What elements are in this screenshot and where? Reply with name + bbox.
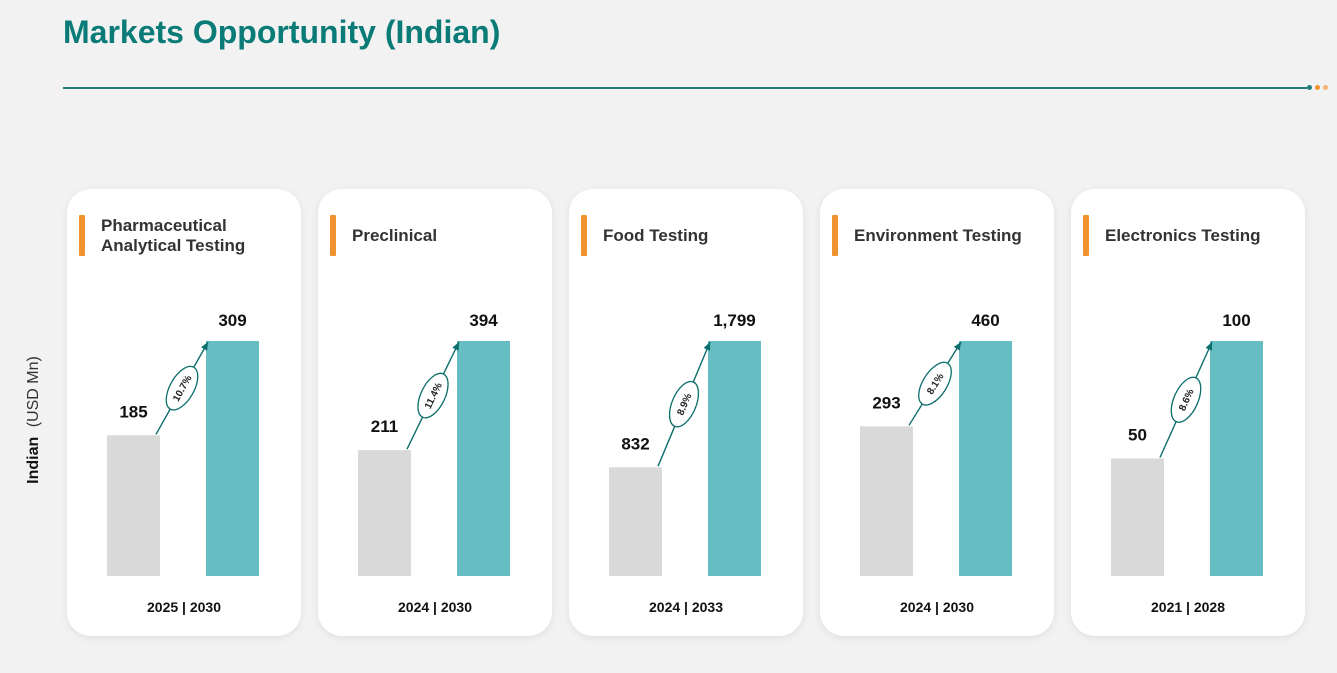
panel-title: Electronics Testing xyxy=(1105,225,1261,245)
period-label: 2024 | 2030 xyxy=(398,599,472,615)
cagr-badge: 10.7% xyxy=(165,365,199,411)
divider-dot xyxy=(1307,85,1312,90)
bar-base-year xyxy=(107,435,160,576)
bar-chart: 185 309 10.7% xyxy=(107,311,259,576)
panel-accent-bar xyxy=(832,215,838,256)
value-label-base: 211 xyxy=(371,417,398,436)
panel-accent-bar xyxy=(330,215,336,256)
title-divider xyxy=(63,87,1307,89)
divider-dot xyxy=(1323,85,1328,90)
cagr-badge: 8.6% xyxy=(1170,376,1202,423)
value-label-forecast: 460 xyxy=(971,311,999,330)
page-title: Markets Opportunity (Indian) xyxy=(63,14,501,50)
cagr-badge-outline xyxy=(918,361,952,406)
period-label: 2025 | 2030 xyxy=(147,599,221,615)
bar-base-year xyxy=(358,450,411,576)
growth-arrow-head xyxy=(452,342,459,351)
panel-title: Preclinical xyxy=(352,225,438,245)
value-label-base: 50 xyxy=(1128,426,1147,445)
bar-forecast-year xyxy=(708,341,761,576)
value-label-base: 293 xyxy=(872,393,900,412)
market-panel: Pharmaceutical Analytical Testing 185 309… xyxy=(67,189,301,636)
growth-arrow-head xyxy=(953,342,961,351)
bar-forecast-year xyxy=(457,341,510,576)
bar-chart: 293 460 8.1% xyxy=(860,311,1012,576)
growth-arrow-head xyxy=(1205,342,1212,351)
growth-arrow-head xyxy=(703,342,711,351)
cagr-badge: 11.4% xyxy=(417,372,449,419)
y-axis-label: Indian (USD Mn) xyxy=(25,356,43,484)
bar-chart: 832 1,799 8.9% xyxy=(609,311,761,576)
panel-accent-bar xyxy=(79,215,85,256)
cagr-badge-outline xyxy=(1170,376,1202,423)
market-panel: Food Testing 832 1,799 8.9% 2024 | 2033 xyxy=(569,189,803,636)
panel-accent-bar xyxy=(581,215,587,256)
cagr-badge: 8.9% xyxy=(668,380,700,428)
growth-arrow-head xyxy=(201,342,208,351)
value-label-base: 832 xyxy=(621,434,649,453)
value-label-forecast: 1,799 xyxy=(713,311,756,330)
bar-base-year xyxy=(1111,458,1164,576)
panel-title: Food Testing xyxy=(603,225,709,245)
market-panel: Electronics Testing 50 100 8.6% 2021 | 202… xyxy=(1071,189,1305,636)
cagr-badge-outline xyxy=(668,380,700,428)
market-panel: Preclinical 211 394 11.4% 2024 | 2030 xyxy=(318,189,552,636)
value-label-base: 185 xyxy=(119,402,147,421)
bar-base-year xyxy=(609,467,662,576)
bar-forecast-year xyxy=(1210,341,1263,576)
panel-title: Pharmaceutical Analytical Testing xyxy=(101,215,246,255)
period-label: 2024 | 2033 xyxy=(649,599,723,615)
y-axis-label-region: Indian xyxy=(25,436,42,484)
value-label-forecast: 309 xyxy=(218,311,246,330)
panel-title: Environment Testing xyxy=(854,225,1022,245)
cagr-badge: 8.1% xyxy=(918,361,952,406)
panel-accent-bar xyxy=(1083,215,1089,256)
value-label-forecast: 394 xyxy=(469,311,498,330)
market-panel: Environment Testing 293 460 8.1% 2024 | 20… xyxy=(820,189,1054,636)
period-label: 2021 | 2028 xyxy=(1151,599,1225,615)
value-label-forecast: 100 xyxy=(1222,311,1250,330)
bar-chart: 50 100 8.6% xyxy=(1111,311,1263,576)
period-label: 2024 | 2030 xyxy=(900,599,974,615)
bar-forecast-year xyxy=(206,341,259,576)
bar-base-year xyxy=(860,426,913,576)
cagr-badge-outline xyxy=(165,365,199,411)
bar-chart: 211 394 11.4% xyxy=(358,311,510,576)
cagr-badge-outline xyxy=(417,372,449,419)
bar-forecast-year xyxy=(959,341,1012,576)
divider-dot xyxy=(1315,85,1320,90)
y-axis-label-unit: (USD Mn) xyxy=(25,356,42,428)
